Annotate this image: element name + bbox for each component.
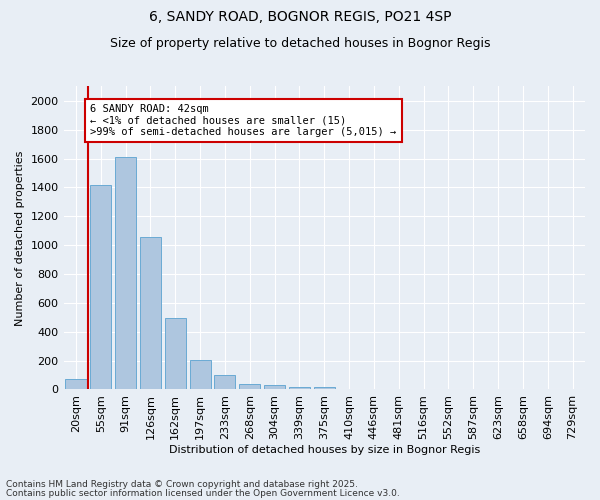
Bar: [115, 157, 136, 390]
X-axis label: Distribution of detached houses by size in Bognor Regis: Distribution of detached houses by size …: [169, 445, 480, 455]
Bar: [65, 378, 86, 390]
Text: Contains public sector information licensed under the Open Government Licence v3: Contains public sector information licen…: [6, 488, 400, 498]
Y-axis label: Number of detached properties: Number of detached properties: [15, 150, 25, 326]
Bar: [314, 386, 335, 390]
Bar: [165, 318, 186, 390]
Bar: [190, 360, 211, 390]
Text: Contains HM Land Registry data © Crown copyright and database right 2025.: Contains HM Land Registry data © Crown c…: [6, 480, 358, 489]
Text: 6 SANDY ROAD: 42sqm
← <1% of detached houses are smaller (15)
>99% of semi-detac: 6 SANDY ROAD: 42sqm ← <1% of detached ho…: [91, 104, 397, 137]
Text: 6, SANDY ROAD, BOGNOR REGIS, PO21 4SP: 6, SANDY ROAD, BOGNOR REGIS, PO21 4SP: [149, 10, 451, 24]
Bar: [90, 184, 112, 390]
Bar: [239, 384, 260, 390]
Bar: [140, 238, 161, 390]
Bar: [214, 375, 235, 390]
Text: Size of property relative to detached houses in Bognor Regis: Size of property relative to detached ho…: [110, 38, 490, 51]
Bar: [289, 386, 310, 390]
Bar: [264, 385, 285, 390]
